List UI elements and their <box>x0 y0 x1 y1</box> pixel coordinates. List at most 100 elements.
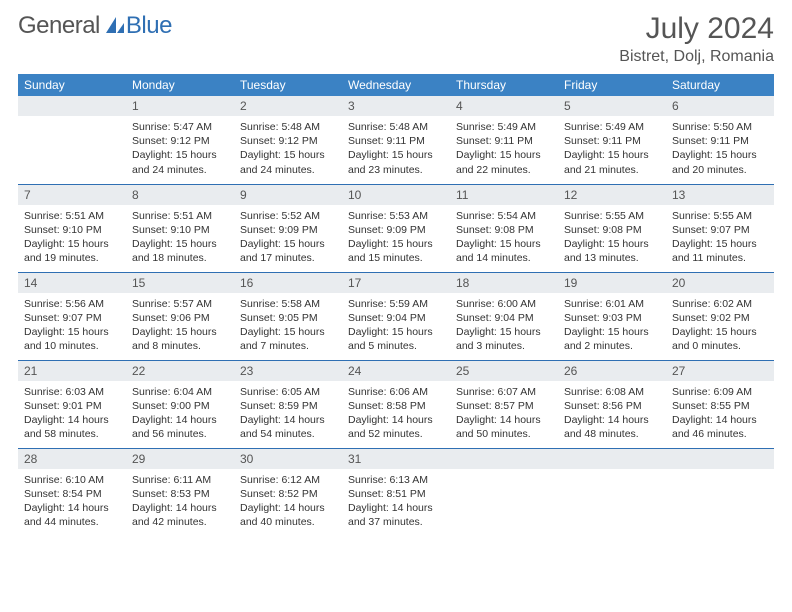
day-header-row: Sunday Monday Tuesday Wednesday Thursday… <box>18 74 774 96</box>
sunset-line: Sunset: 8:58 PM <box>348 399 444 413</box>
sunset-line: Sunset: 9:02 PM <box>672 311 768 325</box>
calendar-row: 1Sunrise: 5:47 AMSunset: 9:12 PMDaylight… <box>18 96 774 184</box>
calendar-cell: 31Sunrise: 6:13 AMSunset: 8:51 PMDayligh… <box>342 448 450 536</box>
daylight-label: Daylight: <box>132 238 176 250</box>
daylight-line: Daylight: 14 hours and 50 minutes. <box>456 413 552 441</box>
day-body: Sunrise: 6:00 AMSunset: 9:04 PMDaylight:… <box>450 293 558 360</box>
sunset-line: Sunset: 8:54 PM <box>24 487 120 501</box>
sunrise-label: Sunrise: <box>672 386 713 398</box>
day-number: 17 <box>342 273 450 293</box>
day-number: 16 <box>234 273 342 293</box>
sunrise-line: Sunrise: 6:12 AM <box>240 473 336 487</box>
sunset-value: 8:52 PM <box>279 488 318 500</box>
sunset-value: 9:01 PM <box>63 400 102 412</box>
daylight-line: Daylight: 15 hours and 22 minutes. <box>456 148 552 176</box>
sunrise-value: 6:06 AM <box>389 386 428 398</box>
brand-part1: General <box>18 12 100 40</box>
day-header: Wednesday <box>342 74 450 96</box>
day-body: Sunrise: 5:55 AMSunset: 9:08 PMDaylight:… <box>558 205 666 272</box>
calendar-cell: 23Sunrise: 6:05 AMSunset: 8:59 PMDayligh… <box>234 360 342 448</box>
sunrise-label: Sunrise: <box>132 121 173 133</box>
sunrise-label: Sunrise: <box>564 210 605 222</box>
calendar-cell: 18Sunrise: 6:00 AMSunset: 9:04 PMDayligh… <box>450 272 558 360</box>
sunrise-label: Sunrise: <box>24 210 65 222</box>
daylight-line: Daylight: 14 hours and 48 minutes. <box>564 413 660 441</box>
sunset-label: Sunset: <box>240 488 279 500</box>
sunset-value: 8:55 PM <box>711 400 750 412</box>
sunset-value: 9:10 PM <box>171 224 210 236</box>
sunset-line: Sunset: 9:04 PM <box>456 311 552 325</box>
day-header: Thursday <box>450 74 558 96</box>
sunrise-label: Sunrise: <box>132 298 173 310</box>
sunset-line: Sunset: 9:11 PM <box>672 134 768 148</box>
day-number: 4 <box>450 96 558 116</box>
sunrise-line: Sunrise: 5:55 AM <box>672 209 768 223</box>
sunset-line: Sunset: 9:07 PM <box>24 311 120 325</box>
calendar-cell: 26Sunrise: 6:08 AMSunset: 8:56 PMDayligh… <box>558 360 666 448</box>
sunset-label: Sunset: <box>348 224 387 236</box>
sunset-line: Sunset: 9:06 PM <box>132 311 228 325</box>
sunrise-line: Sunrise: 6:00 AM <box>456 297 552 311</box>
daylight-line: Daylight: 14 hours and 44 minutes. <box>24 501 120 529</box>
day-body: Sunrise: 5:50 AMSunset: 9:11 PMDaylight:… <box>666 116 774 183</box>
sunrise-line: Sunrise: 5:48 AM <box>348 120 444 134</box>
day-number: 9 <box>234 185 342 205</box>
sunset-value: 8:59 PM <box>279 400 318 412</box>
sunset-label: Sunset: <box>240 224 279 236</box>
sunset-line: Sunset: 8:59 PM <box>240 399 336 413</box>
sunset-line: Sunset: 8:56 PM <box>564 399 660 413</box>
day-number: 10 <box>342 185 450 205</box>
sunrise-line: Sunrise: 6:07 AM <box>456 385 552 399</box>
calendar-cell: 14Sunrise: 5:56 AMSunset: 9:07 PMDayligh… <box>18 272 126 360</box>
day-body: Sunrise: 6:11 AMSunset: 8:53 PMDaylight:… <box>126 469 234 536</box>
sunrise-line: Sunrise: 5:49 AM <box>456 120 552 134</box>
sunrise-label: Sunrise: <box>564 386 605 398</box>
calendar-row: 7Sunrise: 5:51 AMSunset: 9:10 PMDaylight… <box>18 184 774 272</box>
daylight-line: Daylight: 15 hours and 13 minutes. <box>564 237 660 265</box>
daylight-line: Daylight: 15 hours and 23 minutes. <box>348 148 444 176</box>
sunset-label: Sunset: <box>672 135 711 147</box>
calendar-cell: 20Sunrise: 6:02 AMSunset: 9:02 PMDayligh… <box>666 272 774 360</box>
sunset-label: Sunset: <box>240 400 279 412</box>
sunrise-label: Sunrise: <box>564 121 605 133</box>
calendar-row: 14Sunrise: 5:56 AMSunset: 9:07 PMDayligh… <box>18 272 774 360</box>
sunrise-line: Sunrise: 6:06 AM <box>348 385 444 399</box>
daylight-label: Daylight: <box>348 238 392 250</box>
sunset-value: 8:54 PM <box>63 488 102 500</box>
day-number: 13 <box>666 185 774 205</box>
sunset-value: 9:11 PM <box>711 135 749 147</box>
daylight-label: Daylight: <box>24 502 68 514</box>
sunrise-line: Sunrise: 5:57 AM <box>132 297 228 311</box>
sunset-value: 9:00 PM <box>171 400 210 412</box>
sunrise-line: Sunrise: 6:11 AM <box>132 473 228 487</box>
day-number: 2 <box>234 96 342 116</box>
day-body: Sunrise: 6:03 AMSunset: 9:01 PMDaylight:… <box>18 381 126 448</box>
day-number: 8 <box>126 185 234 205</box>
day-number: 30 <box>234 449 342 469</box>
calendar-table: Sunday Monday Tuesday Wednesday Thursday… <box>18 74 774 536</box>
sunset-value: 9:02 PM <box>711 312 750 324</box>
sunset-label: Sunset: <box>132 400 171 412</box>
calendar-cell: 8Sunrise: 5:51 AMSunset: 9:10 PMDaylight… <box>126 184 234 272</box>
sunset-value: 9:06 PM <box>171 312 210 324</box>
sunset-value: 9:04 PM <box>387 312 426 324</box>
sunset-line: Sunset: 9:05 PM <box>240 311 336 325</box>
sunset-value: 8:51 PM <box>387 488 426 500</box>
sunrise-label: Sunrise: <box>240 121 281 133</box>
day-body: Sunrise: 5:49 AMSunset: 9:11 PMDaylight:… <box>558 116 666 183</box>
calendar-cell: 28Sunrise: 6:10 AMSunset: 8:54 PMDayligh… <box>18 448 126 536</box>
daylight-label: Daylight: <box>564 238 608 250</box>
sunset-label: Sunset: <box>672 400 711 412</box>
sunrise-line: Sunrise: 5:47 AM <box>132 120 228 134</box>
daylight-line: Daylight: 15 hours and 5 minutes. <box>348 325 444 353</box>
day-number <box>450 449 558 469</box>
sunrise-value: 6:01 AM <box>605 298 644 310</box>
sunrise-value: 5:48 AM <box>389 121 428 133</box>
day-header: Friday <box>558 74 666 96</box>
daylight-line: Daylight: 15 hours and 17 minutes. <box>240 237 336 265</box>
daylight-label: Daylight: <box>672 149 716 161</box>
sunrise-line: Sunrise: 5:48 AM <box>240 120 336 134</box>
sunrise-value: 6:12 AM <box>281 474 320 486</box>
sunset-label: Sunset: <box>456 400 495 412</box>
calendar-cell: 3Sunrise: 5:48 AMSunset: 9:11 PMDaylight… <box>342 96 450 184</box>
